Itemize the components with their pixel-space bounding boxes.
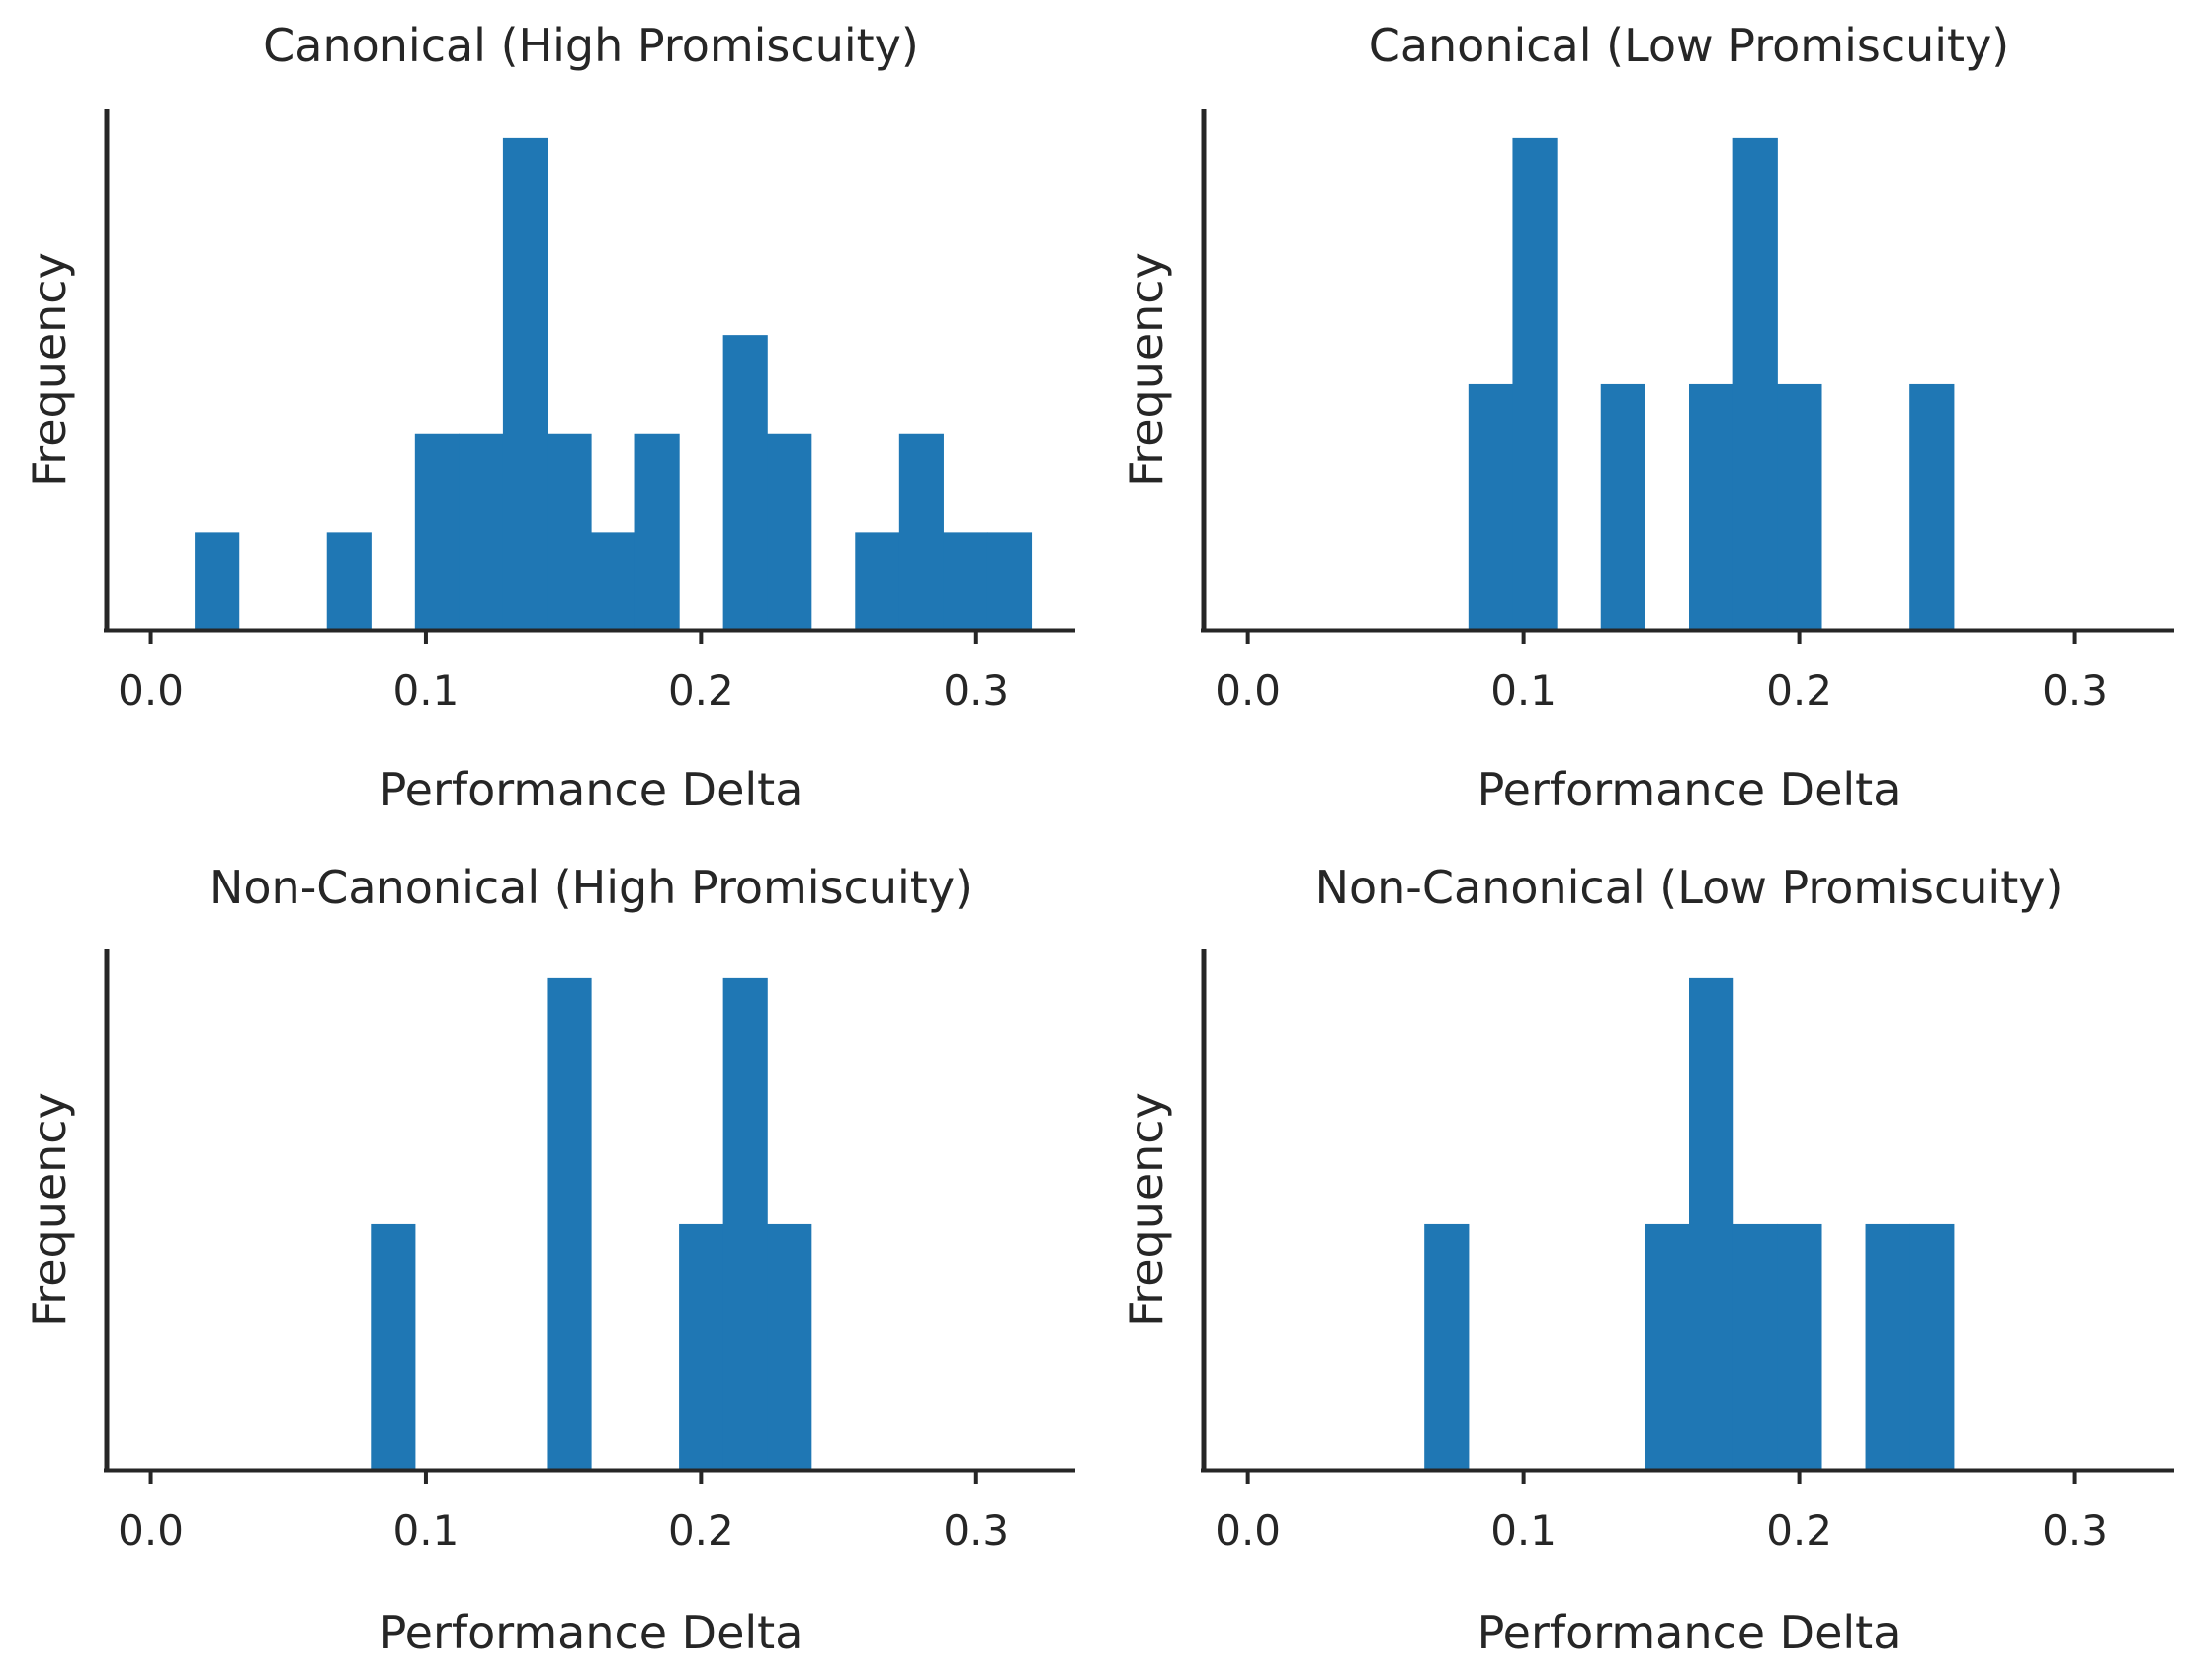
x-tick-label: 0.1	[1490, 1506, 1557, 1554]
panel-noncanonical-low: Non-Canonical (Low Promiscuity) 0.0 0.1 0.…	[1120, 861, 2174, 1659]
histogram-bar	[1645, 1223, 1690, 1470]
histogram-bar	[767, 1223, 812, 1470]
x-tick-label: 0.1	[1490, 666, 1557, 714]
x-axis-label: Performance Delta	[1477, 1606, 1901, 1659]
histogram-bar	[679, 1223, 724, 1470]
x-axis-label: Performance Delta	[380, 763, 803, 816]
x-tick-label: 0.3	[943, 666, 1009, 714]
histogram-bar	[1424, 1223, 1470, 1470]
histogram-bar	[1909, 383, 1955, 630]
x-tick-label: 0.3	[2042, 666, 2108, 714]
histogram-bar	[1732, 137, 1778, 631]
x-tick-label: 0.1	[393, 1506, 460, 1554]
x-tick-label: 0.3	[2042, 1506, 2108, 1554]
histogram-bar	[502, 137, 548, 631]
histogram-bar	[1512, 137, 1558, 631]
histogram-bar	[1732, 1223, 1778, 1470]
x-tick-label: 0.2	[668, 1506, 734, 1554]
bar-group	[371, 977, 812, 1470]
y-axis-label: Frequency	[1120, 1092, 1173, 1327]
histogram-bar	[1600, 383, 1646, 630]
x-tick-group: 0.0 0.1 0.2 0.3	[118, 1470, 1009, 1554]
histogram-bar	[722, 977, 768, 1470]
panel-noncanonical-high: Non-Canonical (High Promiscuity) 0.0 0.1 0…	[23, 861, 1075, 1659]
histogram-bar	[1689, 383, 1734, 630]
x-axis-label: Performance Delta	[380, 1606, 803, 1659]
histogram-bar	[1689, 977, 1734, 1470]
bar-group	[1468, 137, 1955, 631]
histogram-bar	[855, 532, 900, 630]
x-tick-label: 0.2	[1766, 1506, 1832, 1554]
x-tick-label: 0.0	[1215, 1506, 1281, 1554]
y-axis-label: Frequency	[23, 252, 76, 487]
panel-title: Non-Canonical (Low Promiscuity)	[1315, 861, 2064, 914]
histogram-bar	[371, 1223, 416, 1470]
y-axis-label: Frequency	[1120, 252, 1173, 487]
histogram-bar	[767, 433, 812, 630]
histogram-bar	[459, 433, 504, 630]
bar-group	[1424, 977, 1955, 1470]
y-axis-label: Frequency	[23, 1092, 76, 1327]
panel-title: Canonical (Low Promiscuity)	[1369, 19, 2010, 72]
histogram-bar	[1777, 1223, 1822, 1470]
histogram-bar	[898, 433, 944, 630]
histogram-bar	[986, 532, 1033, 630]
histogram-bar	[1865, 1223, 1910, 1470]
panel-canonical-low: Canonical (Low Promiscuity) 0.0 0.1 0.2 0.3…	[1120, 19, 2174, 816]
x-tick-label: 0.0	[118, 666, 184, 714]
histogram-bar	[195, 532, 240, 630]
histogram-bar	[722, 335, 768, 630]
histogram-bar	[1468, 383, 1514, 630]
x-tick-label: 0.0	[118, 1506, 184, 1554]
x-tick-label: 0.3	[943, 1506, 1009, 1554]
x-tick-group: 0.0 0.1 0.2 0.3	[1215, 1470, 2108, 1554]
panel-canonical-high: Canonical (High Promiscuity) 0.0 0.1 0.2 0.…	[23, 19, 1075, 816]
histogram-bar	[414, 433, 460, 630]
histogram-bar	[634, 433, 680, 630]
x-tick-label: 0.1	[393, 666, 460, 714]
x-tick-group: 0.0 0.1 0.2 0.3	[118, 630, 1009, 714]
panel-title: Canonical (High Promiscuity)	[263, 19, 919, 72]
histogram-bar	[326, 532, 372, 630]
histogram-bar	[1777, 383, 1822, 630]
histogram-bar	[591, 532, 636, 630]
x-tick-group: 0.0 0.1 0.2 0.3	[1215, 630, 2108, 714]
histogram-bar	[547, 977, 592, 1470]
histogram-bar	[1909, 1223, 1955, 1470]
x-tick-label: 0.2	[1766, 666, 1832, 714]
bar-group	[195, 137, 1033, 631]
x-tick-label: 0.0	[1215, 666, 1281, 714]
histogram-bar	[943, 532, 988, 630]
histogram-bar	[547, 433, 592, 630]
x-axis-label: Performance Delta	[1477, 763, 1901, 816]
panel-title: Non-Canonical (High Promiscuity)	[210, 861, 972, 914]
x-tick-label: 0.2	[668, 666, 734, 714]
